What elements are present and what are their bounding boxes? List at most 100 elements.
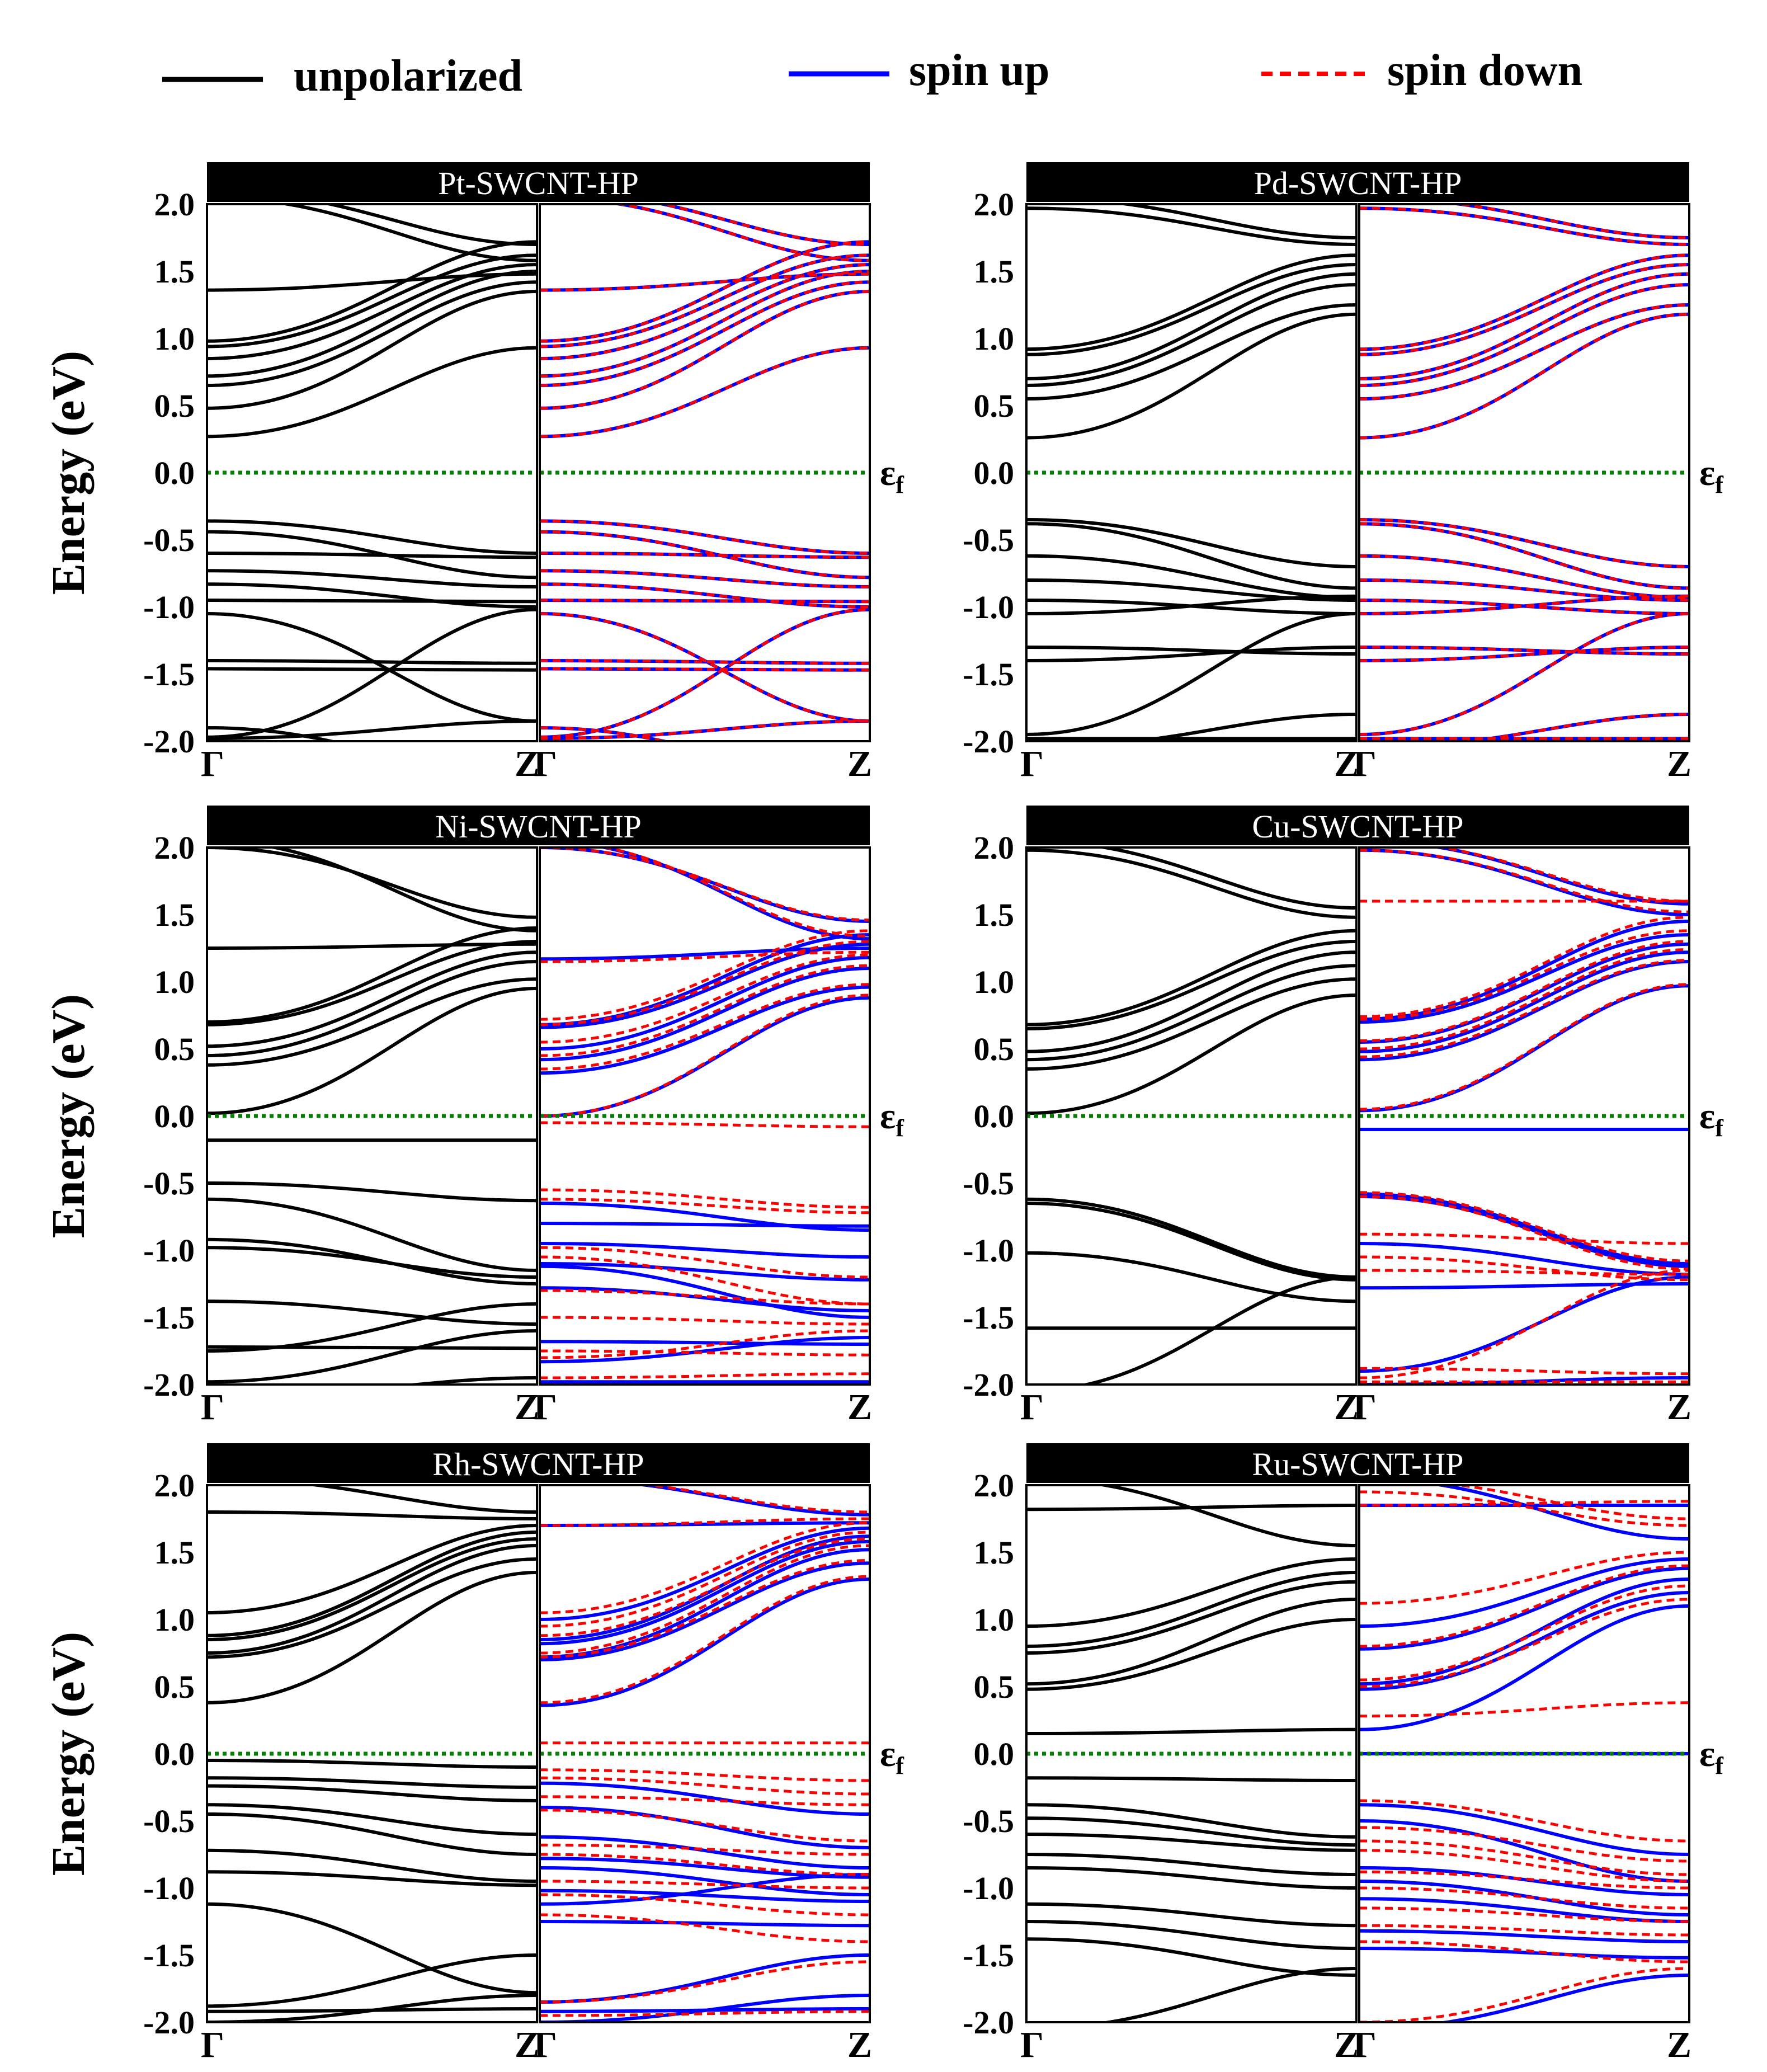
unpolarized-band [207, 1246, 537, 1279]
spin-down-band [1359, 959, 1689, 1058]
fermi-subscript: f [896, 1114, 904, 1142]
fermi-symbol: ε [1699, 453, 1715, 493]
unpolarized-band [1026, 1937, 1356, 1977]
spin-down-band [540, 1795, 870, 1806]
unpolarized-band [1026, 1504, 1356, 1511]
band-lines [207, 1485, 537, 2022]
spin-down-band [540, 1809, 870, 1843]
spin-up-band [1359, 1577, 1689, 1686]
panel-title-bar [1026, 806, 1689, 845]
spin-down-band [540, 240, 870, 343]
fermi-subscript: f [1715, 471, 1724, 498]
band-lines [207, 847, 537, 1385]
spin-up-band [540, 1336, 870, 1364]
spin-down-band [540, 612, 870, 723]
x-tick-z: Z [1667, 743, 1691, 784]
band-lines [1026, 1485, 1356, 2022]
spin-down-band [1359, 522, 1689, 590]
spin-down-band [1359, 578, 1689, 602]
x-tick-z: Z [847, 2024, 872, 2065]
spin-down-band [540, 530, 870, 579]
unpolarized-band [1026, 1866, 1356, 1890]
unpolarized-band [1026, 1727, 1356, 1735]
band-lines [1026, 204, 1356, 741]
unpolarized-band [207, 272, 537, 292]
unpolarized-band [277, 204, 537, 262]
spin-up-band [540, 552, 870, 559]
fermi-symbol: ε [880, 1734, 896, 1774]
y-tick-label: -1.5 [143, 1299, 195, 1336]
spin-down-band [540, 964, 870, 1057]
spin-down-band [1359, 646, 1689, 662]
unpolarized-band [1026, 312, 1356, 440]
fermi-subscript: f [1715, 1752, 1724, 1779]
y-tick-label: 0.5 [974, 1669, 1015, 1705]
spin-down-band [1359, 1967, 1689, 2022]
y-tick-label: 1.0 [154, 1602, 195, 1638]
x-tick-gamma: Γ [1353, 743, 1377, 784]
subpanel-frame [539, 846, 871, 1386]
unpolarized-band [1026, 1816, 1356, 1847]
spin-up-band [1359, 1566, 1689, 1651]
unpolarized-band [207, 519, 537, 555]
unpolarized-band [207, 1776, 537, 1789]
spin-down-band [1359, 849, 1689, 913]
unpolarized-band [207, 612, 537, 723]
band-lines [207, 204, 537, 741]
subpanel-frame [539, 1484, 871, 2023]
spin-up-band [540, 1806, 870, 1849]
unpolarized-band [1094, 847, 1356, 910]
unpolarized-band [207, 1510, 537, 1520]
y-tick-label: 1.5 [154, 253, 195, 290]
x-tick-gamma: Γ [201, 2024, 224, 2065]
fermi-level-label: εf [1699, 1734, 1724, 1779]
unpolarized-band [1026, 206, 1356, 246]
y-tick-label: -0.5 [963, 522, 1014, 558]
x-tick-gamma: Γ [534, 2024, 557, 2065]
fermi-level-label: εf [1699, 453, 1724, 498]
unpolarized-band [1026, 1920, 1356, 1950]
unpolarized-band [1026, 1202, 1356, 1282]
x-tick-gamma: Γ [1020, 743, 1044, 784]
spin-down-band [540, 1289, 870, 1306]
panel-title: Ru-SWCNT-HP [1252, 1446, 1463, 1482]
spin-down-band [1359, 253, 1689, 351]
unpolarized-band [1026, 1853, 1356, 1876]
x-tick-gamma: Γ [201, 1387, 224, 1428]
x-tick-gamma: Γ [534, 743, 557, 784]
spin-down-band [638, 1485, 870, 1514]
unpolarized-band [1026, 1598, 1356, 1686]
spin-up-band [540, 1242, 870, 1259]
subpanel-frame [206, 203, 538, 742]
spin-down-band [540, 1121, 870, 1128]
y-tick-label: 1.0 [974, 964, 1015, 1000]
spin-down-band [1359, 1195, 1689, 1271]
unpolarized-band [1026, 272, 1356, 380]
unpolarized-band [1078, 1275, 1356, 1385]
unpolarized-band [207, 263, 537, 360]
spin-down-band [540, 1880, 870, 1890]
y-tick-label: 0.5 [974, 1031, 1015, 1067]
spin-up-band [540, 1577, 870, 1707]
unpolarized-band [207, 942, 537, 950]
unpolarized-band [1026, 303, 1356, 401]
y-tick-label: 2.0 [154, 830, 195, 866]
y-tick-label: 2.0 [974, 830, 1015, 866]
x-tick-gamma: Γ [1020, 1387, 1044, 1428]
y-tick-label: 2.0 [154, 186, 195, 223]
spin-up-band [1359, 1192, 1689, 1265]
unpolarized-band [207, 1544, 537, 1655]
unpolarized-band [1026, 263, 1356, 356]
unpolarized-band [207, 240, 537, 343]
unpolarized-band [207, 1902, 537, 1995]
subpanel-frame [1025, 1484, 1358, 2023]
legend: unpolarized spin up spin down [162, 46, 1582, 101]
spin-down-band [540, 1521, 870, 1614]
y-tick-label: 0.0 [154, 1736, 195, 1772]
x-tick-gamma: Γ [534, 1387, 557, 1428]
unpolarized-band [1114, 204, 1356, 239]
unpolarized-band [207, 290, 537, 410]
unpolarized-band [1026, 612, 1356, 736]
